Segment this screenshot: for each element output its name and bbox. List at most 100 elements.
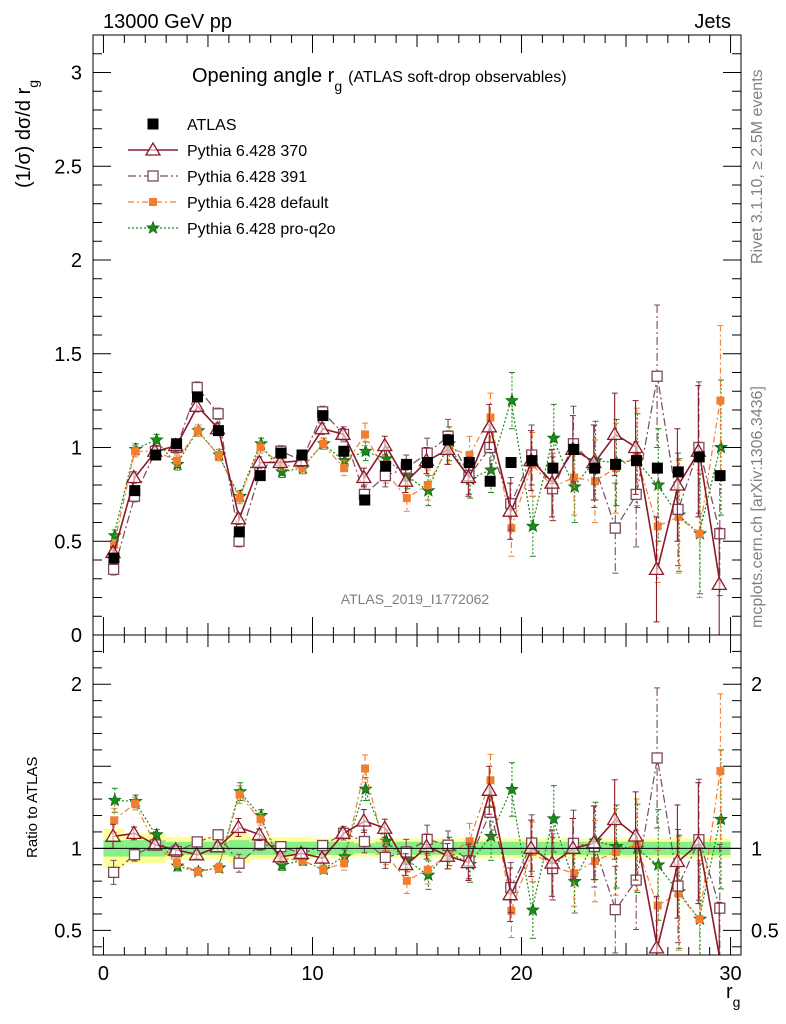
ratio-tick-label-right: 1 <box>751 838 762 860</box>
point-pythia-6-428-370-ratio <box>188 846 205 861</box>
point-pythia-6-428-370-ratio <box>251 826 268 841</box>
x-tick-label: 10 <box>301 963 323 985</box>
point-pythia-6-428-default-top <box>423 481 432 489</box>
tick-labels: 0 10 20 30 0 0.5 1 1.5 2 2.5 3 0.5 0.5 1 1 2 2 <box>54 63 779 986</box>
point-pythia-6-428-370-top <box>397 472 414 487</box>
point-pythia-6-428-default-ratio <box>298 856 307 865</box>
point-pythia-6-428-pro-q2o-ratio <box>149 827 164 841</box>
point-pythia-6-428-391-ratio <box>212 829 224 841</box>
ratio-tick-label-right: 2 <box>751 674 762 696</box>
header-left: 13000 GeV pp <box>103 11 232 33</box>
point-pythia-6-428-370-ratio <box>627 827 644 842</box>
point-atlas-top <box>401 458 413 470</box>
point-pythia-6-428-default-ratio <box>172 858 181 867</box>
point-atlas-top <box>442 434 454 446</box>
point-atlas-top <box>463 457 475 468</box>
point-pythia-6-428-default-top <box>486 413 495 422</box>
point-pythia-6-428-default-ratio <box>653 901 662 910</box>
point-pythia-6-428-370-top <box>376 437 393 452</box>
point-pythia-6-428-391-top <box>651 370 663 382</box>
point-pythia-6-428-370-ratio <box>481 782 498 796</box>
chart-title: Opening angle rg (ATLAS soft-drop observa… <box>192 65 567 94</box>
point-pythia-6-428-default-ratio <box>193 867 202 876</box>
point-pythia-6-428-391-ratio <box>651 752 663 764</box>
point-pythia-6-428-370-ratio <box>104 828 122 842</box>
point-atlas-top <box>505 457 517 468</box>
point-pythia-6-428-default-ratio <box>695 915 704 924</box>
point-pythia-6-428-370-ratio <box>502 886 519 901</box>
point-pythia-6-428-370-top <box>334 426 352 441</box>
point-pythia-6-428-370-ratio <box>397 856 414 871</box>
point-pythia-6-428-default-ratio <box>632 840 641 849</box>
point-atlas-top <box>421 457 433 468</box>
point-pythia-6-428-pro-q2o-ratio <box>107 792 122 807</box>
point-pythia-6-428-default-ratio <box>507 906 516 915</box>
point-atlas-top <box>610 458 622 470</box>
point-pythia-6-428-391-top <box>233 535 245 547</box>
point-pythia-6-428-pro-q2o-ratio <box>546 811 561 825</box>
point-pythia-6-428-default-ratio <box>131 799 140 808</box>
series-line-pythia-6-428-370-top <box>113 404 721 585</box>
legend: ATLAS Pythia 6.428 370 Pythia 6.428 391 Pyt… <box>128 117 336 238</box>
point-pythia-6-428-default-ratio <box>465 837 474 846</box>
point-pythia-6-428-default-ratio <box>256 815 265 824</box>
point-pythia-6-428-391-top <box>609 522 621 534</box>
point-pythia-6-428-370-top <box>606 426 623 441</box>
point-pythia-6-428-391-ratio <box>107 866 120 878</box>
point-pythia-6-428-pro-q2o-ratio <box>358 781 373 795</box>
point-atlas-top <box>129 485 141 497</box>
ratio-tick-label: 0.5 <box>54 920 82 942</box>
series-line-pythia-6-428-391-top <box>113 376 721 570</box>
point-pythia-6-428-370-ratio <box>167 841 184 856</box>
point-pythia-6-428-default-top <box>570 473 579 482</box>
point-atlas-top <box>568 443 580 455</box>
point-atlas-top <box>212 425 224 437</box>
point-atlas-top <box>254 470 266 482</box>
legend-marker-pythia-6-428-370 <box>144 141 162 156</box>
point-atlas-top <box>693 451 705 463</box>
chart-title-suffix: (ATLAS soft-drop observables) <box>348 69 566 86</box>
legend-label-pythia-6-428-391: Pythia 6.428 391 <box>187 169 307 186</box>
point-pythia-6-428-370-top <box>648 561 665 576</box>
point-pythia-6-428-370-top <box>669 476 686 491</box>
point-pythia-6-428-370-top <box>188 397 205 412</box>
y-tick-label: 2 <box>71 250 82 272</box>
main-panel-series <box>104 304 728 635</box>
point-pythia-6-428-default-ratio <box>590 857 599 866</box>
point-pythia-6-428-default-ratio <box>674 889 683 898</box>
point-pythia-6-428-pro-q2o-top <box>525 518 540 533</box>
point-pythia-6-428-pro-q2o-top <box>714 440 728 454</box>
x-axis-label-sub: g <box>733 994 741 1010</box>
point-pythia-6-428-pro-q2o-ratio <box>505 782 519 796</box>
point-pythia-6-428-default-ratio <box>402 876 411 885</box>
point-pythia-6-428-pro-q2o-top <box>358 443 373 458</box>
analysis-watermark: ATLAS_2019_I1772062 <box>341 591 490 607</box>
point-pythia-6-428-default-ratio <box>423 865 432 874</box>
point-atlas-top <box>296 449 308 461</box>
point-pythia-6-428-370-top <box>272 454 289 469</box>
point-pythia-6-428-default-ratio <box>716 767 725 776</box>
y-tick-label: 2.5 <box>54 156 82 178</box>
point-pythia-6-428-default-ratio <box>486 776 495 785</box>
header-right: Jets <box>694 11 731 33</box>
ratio-panel-frame <box>92 634 742 956</box>
ratio-panel-series <box>104 687 728 955</box>
point-pythia-6-428-pro-q2o-ratio <box>567 874 582 888</box>
point-atlas-top <box>380 460 392 472</box>
point-pythia-6-428-default-top <box>361 430 370 439</box>
point-pythia-6-428-default-top <box>235 494 244 503</box>
point-pythia-6-428-370-ratio <box>355 812 372 827</box>
point-pythia-6-428-default-top <box>298 464 307 473</box>
point-pythia-6-428-370-ratio <box>439 847 456 862</box>
point-atlas-top <box>630 455 642 467</box>
point-pythia-6-428-pro-q2o-top <box>421 483 436 497</box>
point-pythia-6-428-391-ratio <box>609 903 621 916</box>
series-line-pythia-6-428-default-top <box>113 400 721 546</box>
point-atlas-top <box>338 445 350 457</box>
point-pythia-6-428-391-top <box>212 408 224 420</box>
point-pythia-6-428-370-top <box>230 510 247 525</box>
point-pythia-6-428-391-ratio <box>358 835 371 848</box>
point-pythia-6-428-370-ratio <box>376 819 393 834</box>
point-pythia-6-428-pro-q2o-top <box>567 479 582 493</box>
point-pythia-6-428-370-ratio <box>293 845 310 860</box>
